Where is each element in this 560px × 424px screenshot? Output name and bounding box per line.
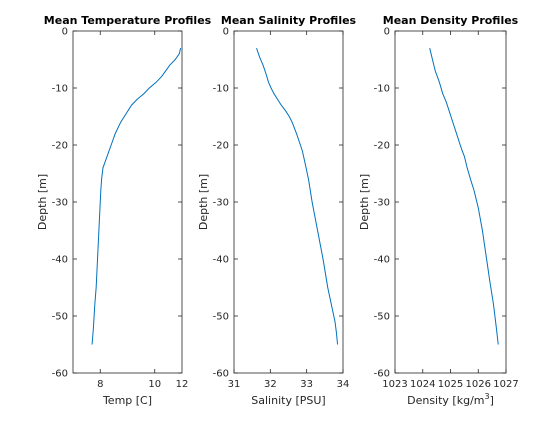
- x-tick-label: 32: [264, 379, 277, 390]
- y-tick-label: -20: [52, 141, 68, 152]
- y-tick-label: -30: [213, 198, 229, 209]
- x-tick-label: 31: [228, 379, 241, 390]
- x-axis-label: Temp [C]: [102, 394, 152, 407]
- y-tick-label: -10: [213, 84, 229, 95]
- y-tick-label: -60: [213, 369, 229, 380]
- subplot-1: 8 10 12 0 -10 -20 -30 -40 -50 -60 Mean Temperature…: [36, 14, 212, 407]
- x-tick-label: 1023: [382, 379, 407, 390]
- x-tick-label: 1024: [410, 379, 435, 390]
- x-tick-label: 1026: [466, 379, 491, 390]
- y-tick-label: -60: [52, 369, 68, 380]
- subplot-3: 1023 1024 1025 1026 1027 0 -10 -20 -30 -40 -50 -60 M…: [358, 14, 519, 407]
- y-tick-label: -60: [374, 369, 390, 380]
- x-tick-label: 12: [176, 379, 189, 390]
- y-tick-label: 0: [384, 27, 390, 38]
- y-tick-label: -50: [213, 312, 229, 323]
- subplot-2: 31 32 33 34 0 -10 -20 -30 -40 -50 -60 Mean Salinity…: [197, 14, 357, 407]
- chart-title: Mean Salinity Profiles: [221, 14, 357, 27]
- series-line-1: [91, 47, 182, 345]
- y-tick-label: -50: [374, 312, 390, 323]
- y-tick-label: -50: [52, 312, 68, 323]
- x-tick-label: 8: [97, 379, 103, 390]
- x-axis-label: Salinity [PSU]: [251, 394, 325, 407]
- series-line-1: [429, 47, 499, 345]
- y-axis-label: Depth [m]: [197, 174, 210, 230]
- x-axis-label-superscript: 3: [485, 392, 490, 401]
- axes-box: [72, 30, 183, 374]
- y-axis-label: Depth [m]: [36, 174, 49, 230]
- x-tick-label: 1027: [493, 379, 518, 390]
- y-tick-label: -30: [374, 198, 390, 209]
- y-tick-label: -20: [213, 141, 229, 152]
- chart-title: Mean Density Profiles: [383, 14, 519, 27]
- x-tick-label: 34: [337, 379, 350, 390]
- x-tick-label: 1025: [438, 379, 463, 390]
- x-tick-label: 33: [300, 379, 313, 390]
- y-tick-label: -30: [52, 198, 68, 209]
- series-line-1: [256, 47, 339, 345]
- y-axis-label: Depth [m]: [358, 174, 371, 230]
- x-axis-label: Density [kg/m3]: [407, 392, 494, 407]
- y-tick-label: 0: [62, 27, 68, 38]
- y-tick-label: -40: [213, 255, 229, 266]
- y-tick-label: -40: [374, 255, 390, 266]
- x-axis-label-suffix: ]: [490, 394, 494, 407]
- y-tick-label: 0: [223, 27, 229, 38]
- y-tick-label: -20: [374, 141, 390, 152]
- y-tick-label: -10: [374, 84, 390, 95]
- axes-box: [233, 30, 344, 374]
- chart-title: Mean Temperature Profiles: [44, 14, 212, 27]
- x-tick-label: 10: [148, 379, 161, 390]
- y-tick-label: -10: [52, 84, 68, 95]
- axes-box: [394, 30, 507, 374]
- y-tick-label: -40: [52, 255, 68, 266]
